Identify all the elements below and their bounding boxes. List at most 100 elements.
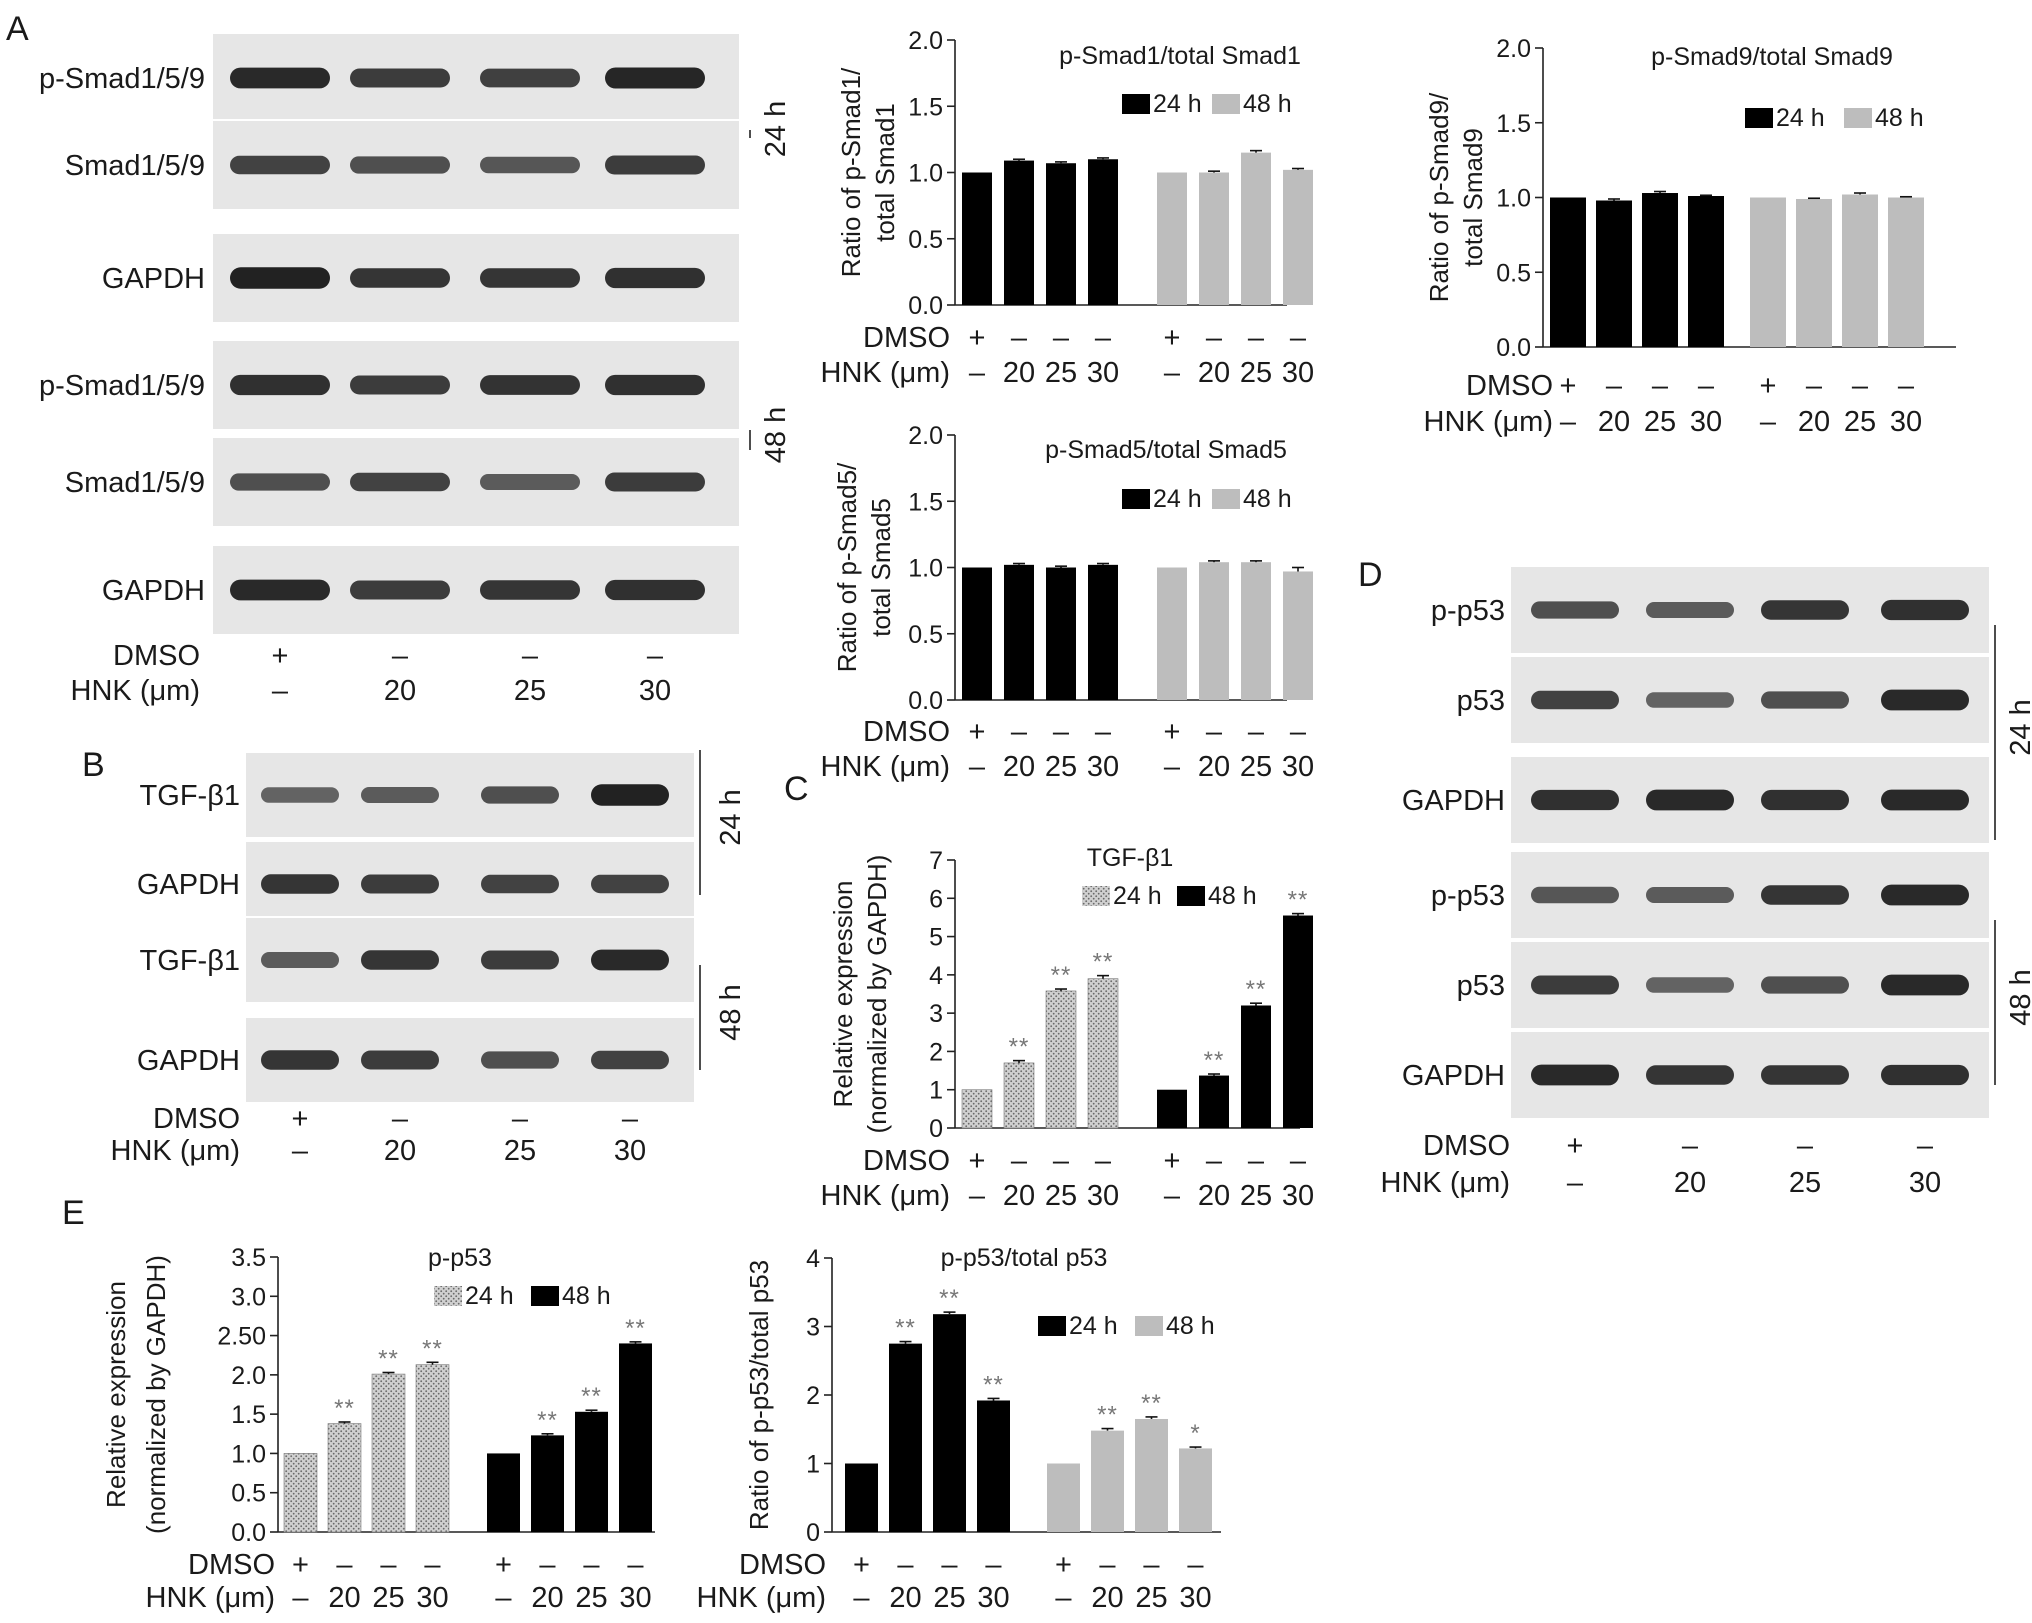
bar xyxy=(1888,197,1924,347)
dmso-value: – xyxy=(1806,370,1823,402)
hnk-value: 20 xyxy=(384,1135,416,1167)
blot-band xyxy=(1531,975,1619,995)
blot-band xyxy=(361,787,439,803)
dmso-value: – xyxy=(1011,1145,1028,1177)
blot-row-label: Smad1/5/9 xyxy=(65,150,205,182)
hnk-value: 30 xyxy=(1690,406,1722,438)
dmso-value: – xyxy=(1682,1130,1699,1162)
y-tick-label: 5 xyxy=(929,924,943,952)
blot-band xyxy=(350,375,450,395)
blot-band xyxy=(481,786,559,804)
hnk-value: 25 xyxy=(1240,1180,1272,1212)
y-tick-label: 2 xyxy=(929,1038,943,1066)
blot-band xyxy=(1881,884,1969,906)
legend-swatch-24h xyxy=(1038,1316,1066,1336)
blot-row-label: p53 xyxy=(1457,970,1505,1002)
blot-band xyxy=(1531,1064,1619,1086)
blot-band xyxy=(1881,1064,1969,1086)
dmso-label: DMSO xyxy=(113,640,200,672)
significance-marker: * xyxy=(1190,1420,1200,1447)
dmso-value: – xyxy=(1797,1130,1814,1162)
hnk-value: 20 xyxy=(1091,1582,1123,1614)
blot-band xyxy=(1531,601,1619,619)
bar xyxy=(487,1453,520,1532)
bar xyxy=(1283,169,1313,305)
bar xyxy=(961,1089,993,1129)
hnk-value: – xyxy=(1164,751,1181,783)
y-tick-label: 1.0 xyxy=(908,555,943,583)
legend-label: 48 h xyxy=(562,1282,611,1310)
y-tick-label: 0.5 xyxy=(1496,259,1531,287)
hnk-label: HNK (μm) xyxy=(1381,1167,1510,1199)
hnk-value: 20 xyxy=(1798,406,1830,438)
dmso-value: + xyxy=(1055,1549,1072,1581)
panel-letter-d: D xyxy=(1358,556,1383,594)
hnk-value: 30 xyxy=(1890,406,1922,438)
bar xyxy=(1091,1430,1124,1532)
legend-swatch-48h xyxy=(1135,1316,1163,1336)
dmso-label: DMSO xyxy=(863,716,950,748)
y-tick-label: 2.0 xyxy=(1496,35,1531,63)
dmso-value: – xyxy=(1248,1145,1265,1177)
dmso-value: – xyxy=(1206,716,1223,748)
blot-band xyxy=(481,874,559,894)
blot-band xyxy=(1646,602,1734,618)
significance-marker: ** xyxy=(422,1335,443,1362)
blot-band xyxy=(1881,689,1969,711)
time-label: 48 h xyxy=(715,984,747,1040)
blot-band xyxy=(350,68,450,88)
dmso-value: – xyxy=(380,1549,397,1581)
bar xyxy=(1004,564,1034,700)
blot-band xyxy=(350,156,450,174)
dmso-value: + xyxy=(1164,322,1181,354)
dmso-value: – xyxy=(1917,1130,1934,1162)
blot-band xyxy=(480,375,580,395)
hnk-value: – xyxy=(1055,1582,1072,1614)
blot-row-label: TGF-β1 xyxy=(140,780,240,812)
blot-band xyxy=(261,952,339,968)
bar xyxy=(1045,990,1077,1129)
chart-tgf-beta1-expression: 0 1 2 3 4 5 6 7 Relative expression (normalized b… xyxy=(821,844,1315,1212)
hnk-value: 30 xyxy=(1087,357,1119,389)
hnk-value: – xyxy=(292,1135,309,1167)
bar xyxy=(1004,160,1034,305)
blot-band xyxy=(230,267,330,289)
dmso-value: – xyxy=(1652,370,1669,402)
hnk-value: 20 xyxy=(1198,357,1230,389)
blot-row-label: Smad1/5/9 xyxy=(65,467,205,499)
time-label: 48 h xyxy=(760,407,792,463)
western-blot-panel-a: p-Smad1/5/9 Smad1/5/9 GAPDH p-Smad1/5/9 Smad… xyxy=(39,32,792,707)
blot-band xyxy=(605,374,705,396)
hnk-value: 25 xyxy=(933,1582,965,1614)
hnk-value: 25 xyxy=(1240,751,1272,783)
y-tick-label: 1.0 xyxy=(908,160,943,188)
blot-band xyxy=(605,472,705,492)
bar xyxy=(415,1364,450,1533)
significance-marker: ** xyxy=(939,1285,960,1312)
dmso-value: – xyxy=(1852,370,1869,402)
y-tick-label: 2.0 xyxy=(908,27,943,55)
legend-label: 48 h xyxy=(1243,485,1292,513)
blot-band xyxy=(1881,789,1969,811)
time-label: 48 h xyxy=(2005,969,2032,1025)
y-tick-label: 1.5 xyxy=(231,1401,266,1429)
hnk-label: HNK (μm) xyxy=(821,1180,950,1212)
dmso-value: + xyxy=(495,1549,512,1581)
blot-band xyxy=(230,473,330,491)
y-tick-label: 4 xyxy=(806,1245,820,1273)
dmso-value: – xyxy=(1290,716,1307,748)
chart-title: p-Smad5/total Smad5 xyxy=(1045,436,1287,464)
hnk-value: – xyxy=(292,1582,309,1614)
dmso-value: – xyxy=(1011,716,1028,748)
chart-title: p-p53 xyxy=(428,1244,492,1272)
blot-band xyxy=(230,67,330,89)
dmso-value: – xyxy=(1099,1549,1116,1581)
blot-band xyxy=(480,580,580,600)
significance-marker: ** xyxy=(581,1383,602,1410)
chart-p-p53-expression: 0.0 0.5 1.0 1.5 2.0 2.50 3.0 3.5 Relative expres… xyxy=(101,1244,655,1614)
y-tick-label: 2.0 xyxy=(908,422,943,450)
y-tick-label: 3.0 xyxy=(231,1283,266,1311)
bar xyxy=(933,1314,966,1532)
y-tick-label: 3.5 xyxy=(231,1244,266,1272)
y-tick-label: 1.0 xyxy=(1496,185,1531,213)
